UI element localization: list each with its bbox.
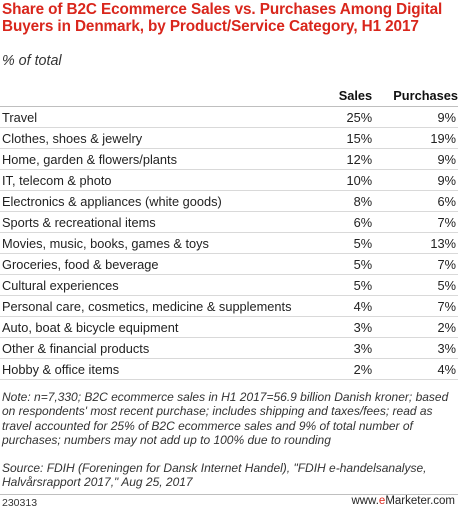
table-row: Cultural experiences 5% 5% [0,274,458,296]
table-row: Home, garden & flowers/plants 12% 9% [0,148,458,170]
row-purchases-value: 9% [372,148,458,170]
row-purchases-value: 5% [372,274,458,296]
emarketer-logo: www.eMarketer.com [351,495,455,507]
chart-subtitle: % of total [2,53,62,69]
row-sales-value: 15% [310,127,373,149]
table-row: Groceries, food & beverage 5% 7% [0,253,458,275]
row-sales-value: 25% [310,106,373,128]
row-sales-value: 10% [310,169,373,191]
row-purchases-value: 13% [372,232,458,254]
column-header-category [0,85,311,107]
table-row: Sports & recreational items 6% 7% [0,211,458,233]
row-sales-value: 4% [310,295,373,317]
footnote: Note: n=7,330; B2C ecommerce sales in H1… [2,390,449,448]
row-category: Movies, music, books, games & toys [0,232,311,254]
table-row: Personal care, cosmetics, medicine & sup… [0,295,458,317]
row-category: Home, garden & flowers/plants [0,148,311,170]
row-purchases-value: 9% [372,106,458,128]
table-row: IT, telecom & photo 10% 9% [0,169,458,191]
row-purchases-value: 7% [372,253,458,275]
table-header-row: Sales Purchases [0,85,458,107]
row-category: Sports & recreational items [0,211,311,233]
row-sales-value: 5% [310,253,373,275]
table-row: Auto, boat & bicycle equipment 3% 2% [0,316,458,338]
column-header-sales: Sales [310,85,373,107]
chart-title: Share of B2C Ecommerce Sales vs. Purchas… [2,1,443,35]
row-purchases-value: 6% [372,190,458,212]
footer-divider [0,494,458,495]
chart-id: 230313 [2,497,38,509]
table-row: Electronics & appliances (white goods) 8%… [0,190,458,212]
data-table: Sales Purchases Travel 25% 9% Clothes, shoe… [0,85,458,380]
source-note: Source: FDIH (Foreningen for Dansk Inter… [2,461,427,490]
row-sales-value: 5% [310,274,373,296]
row-sales-value: 2% [310,358,373,380]
row-category: Hobby & office items [0,358,311,380]
table-row: Other & financial products 3% 3% [0,337,458,359]
row-purchases-value: 4% [372,358,458,380]
table-body: Travel 25% 9% Clothes, shoes & jewelry 15% 19… [0,106,458,380]
row-purchases-value: 19% [372,127,458,149]
row-purchases-value: 7% [372,295,458,317]
column-header-purchases: Purchases [372,85,458,107]
row-category: Travel [0,106,311,128]
table-row: Travel 25% 9% [0,106,458,128]
row-category: IT, telecom & photo [0,169,311,191]
row-sales-value: 12% [310,148,373,170]
row-sales-value: 3% [310,316,373,338]
table-row: Movies, music, books, games & toys 5% 13% [0,232,458,254]
row-category: Groceries, food & beverage [0,253,311,275]
row-sales-value: 8% [310,190,373,212]
row-purchases-value: 7% [372,211,458,233]
row-category: Cultural experiences [0,274,311,296]
row-category: Auto, boat & bicycle equipment [0,316,311,338]
table-row: Hobby & office items 2% 4% [0,358,458,380]
row-purchases-value: 3% [372,337,458,359]
row-category: Electronics & appliances (white goods) [0,190,311,212]
row-category: Personal care, cosmetics, medicine & sup… [0,295,311,317]
row-sales-value: 3% [310,337,373,359]
row-category: Other & financial products [0,337,311,359]
row-purchases-value: 9% [372,169,458,191]
row-purchases-value: 2% [372,316,458,338]
row-sales-value: 6% [310,211,373,233]
table-row: Clothes, shoes & jewelry 15% 19% [0,127,458,149]
row-sales-value: 5% [310,232,373,254]
row-category: Clothes, shoes & jewelry [0,127,311,149]
